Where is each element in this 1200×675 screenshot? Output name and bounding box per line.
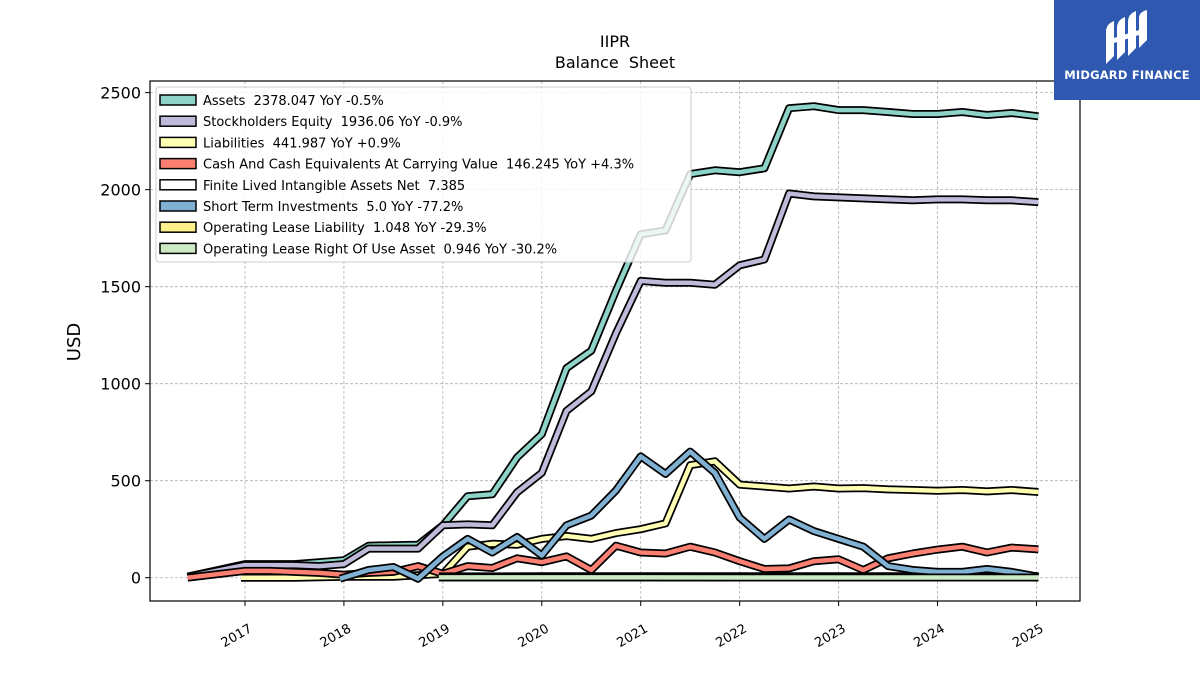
x-tick-label: 2020 (516, 621, 552, 651)
legend-label: Cash And Cash Equivalents At Carrying Va… (203, 158, 634, 173)
legend-label: Stockholders Equity 1936.06 YoY -0.9% (203, 115, 463, 130)
legend-swatch (159, 242, 197, 255)
logo-brand-text: MIDGARD FINANCE (1064, 68, 1190, 82)
series-stroke (187, 191, 1039, 579)
legend: Assets 2378.047 YoY -0.5% Stockholders Eq… (155, 86, 692, 263)
series-stroke (339, 449, 1039, 581)
x-tick-label: 2025 (1010, 621, 1046, 651)
legend-swatch (159, 200, 197, 212)
chart-title: IIPR (600, 32, 630, 51)
series-line-2 (241, 457, 1039, 582)
midgard-logo-icon (1106, 10, 1147, 64)
legend-label: Short Term Investments 5.0 YoY -77.2% (203, 200, 463, 215)
x-tick-label: 2019 (417, 621, 453, 651)
legend-box (155, 86, 692, 263)
x-tick-label: 2022 (713, 621, 749, 651)
y-axis-label: USD (64, 323, 85, 361)
legend-swatch (159, 221, 197, 233)
legend-swatch (159, 94, 197, 106)
x-tick-label: 2018 (318, 621, 354, 651)
legend-swatch (159, 157, 197, 170)
y-tick-label: 500 (110, 472, 141, 491)
series-line-1 (186, 189, 1039, 581)
midgard-finance-logo: MIDGARD FINANCE (1054, 0, 1200, 100)
legend-label: Finite Lived Intangible Assets Net 7.385 (203, 179, 465, 194)
x-tick-label: 2017 (219, 621, 255, 651)
y-tick-label: 1500 (100, 278, 141, 297)
y-tick-label: 1000 (100, 375, 141, 394)
legend-swatch (159, 179, 197, 191)
x-tick-label: 2024 (911, 621, 947, 651)
legend-label: Operating Lease Liability 1.048 YoY -29.… (203, 221, 487, 236)
legend-swatch (159, 115, 197, 127)
series-outline (241, 457, 1039, 582)
y-tick-label: 2500 (100, 84, 141, 103)
x-tick-label: 2023 (812, 621, 848, 651)
x-tick-label: 2021 (615, 621, 651, 651)
plot-frame (149, 80, 1081, 602)
series-line-5 (338, 447, 1040, 583)
series-stroke (241, 459, 1039, 580)
legend-swatch (159, 136, 197, 149)
legend-label: Liabilities 441.987 YoY +0.9% (203, 136, 401, 151)
y-tick-label: 0 (131, 569, 141, 588)
chart-subtitle: Balance Sheet (555, 53, 675, 72)
y-tick-label: 2000 (100, 181, 141, 200)
legend-label: Assets 2378.047 YoY -0.5% (203, 94, 384, 109)
legend-label: Operating Lease Right Of Use Asset 0.946… (203, 242, 557, 257)
